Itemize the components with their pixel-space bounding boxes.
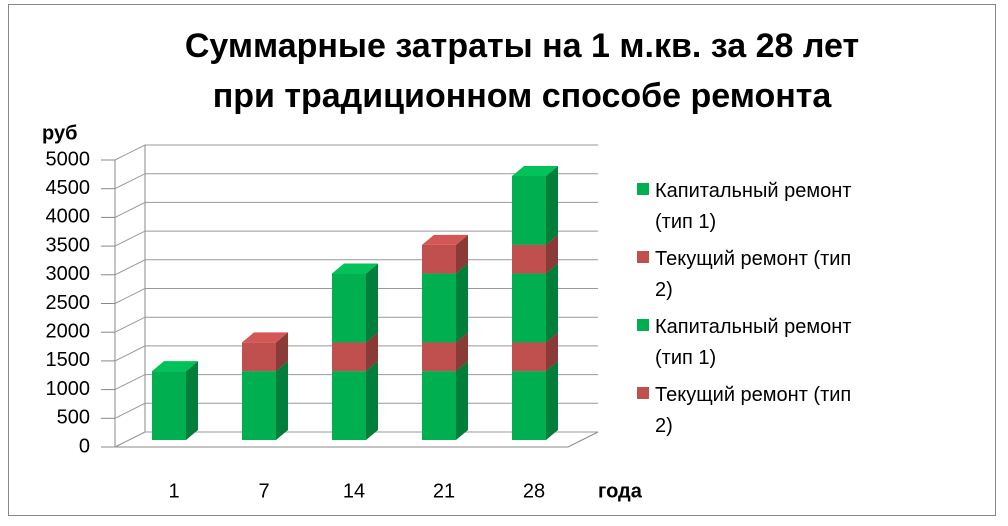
y-tick-label: 3500	[46, 234, 91, 256]
grid-line	[114, 144, 598, 161]
bar	[332, 342, 366, 372]
bar-side	[276, 361, 288, 440]
legend-swatch	[637, 387, 649, 399]
y-tick-label: 3000	[46, 263, 91, 285]
bar	[512, 273, 546, 343]
bar	[332, 273, 366, 343]
x-tick-label: 7	[258, 480, 269, 502]
bar-side	[546, 263, 558, 343]
y-tick-label: 5000	[46, 148, 91, 170]
bar-side	[366, 332, 378, 372]
bar-side	[186, 361, 198, 440]
legend-label: Текущий ремонт (тип 2)	[655, 248, 852, 301]
bar	[332, 371, 366, 440]
bar-side	[456, 234, 468, 274]
bar-side	[546, 234, 558, 274]
bar-top	[332, 263, 378, 274]
legend-label: Текущий ремонт (тип 2)	[655, 384, 852, 437]
bar-top	[422, 234, 468, 245]
bar-side	[456, 263, 468, 343]
grid-line	[114, 201, 598, 218]
bar	[242, 371, 276, 440]
chart-title: Суммарные затраты на 1 м.кв. за 28 лет	[185, 27, 859, 65]
x-tick-label: 14	[343, 480, 365, 502]
bar	[242, 342, 276, 372]
grid-line	[114, 230, 598, 247]
x-tick-label: 21	[433, 480, 455, 502]
chart-title: при традиционном способе ремонта	[213, 77, 833, 115]
y-axis-label: руб	[42, 122, 77, 144]
y-tick-label: 1500	[46, 349, 91, 371]
grid-line	[114, 173, 598, 190]
legend-label: Капитальный ремонт (тип 1)	[655, 316, 852, 369]
x-tick-label: 1	[168, 480, 179, 502]
y-tick-label: 1000	[46, 378, 91, 400]
bar-side	[276, 332, 288, 372]
y-tick-label: 500	[57, 407, 90, 429]
bar-side	[456, 332, 468, 372]
bar	[422, 244, 456, 274]
bar-side	[546, 332, 558, 372]
y-tick-label: 2000	[46, 320, 91, 342]
bar	[512, 342, 546, 372]
legend-label: Капитальный ремонт (тип 1)	[655, 180, 852, 233]
y-tick-label: 4500	[46, 177, 91, 199]
bar	[512, 175, 546, 245]
bar	[422, 273, 456, 343]
bar-top	[512, 165, 558, 176]
bar	[152, 371, 186, 440]
bar	[422, 371, 456, 440]
bar-side	[366, 263, 378, 343]
legend-swatch	[637, 183, 649, 195]
y-tick-label: 2500	[46, 292, 91, 314]
x-tick-label: 28	[523, 480, 545, 502]
legend-swatch	[637, 251, 649, 263]
bar-top	[152, 361, 198, 372]
chart-frame	[8, 4, 996, 516]
bar-side	[546, 361, 558, 440]
bar-side	[366, 361, 378, 440]
bar	[512, 371, 546, 440]
bar-side	[546, 165, 558, 245]
legend-swatch	[637, 319, 649, 331]
y-tick-label: 0	[79, 435, 90, 457]
bar-top	[242, 332, 288, 343]
bar	[512, 244, 546, 274]
bar	[422, 342, 456, 372]
y-tick-label: 4000	[46, 206, 91, 228]
x-axis-label: года	[598, 480, 643, 502]
bar-side	[456, 361, 468, 440]
